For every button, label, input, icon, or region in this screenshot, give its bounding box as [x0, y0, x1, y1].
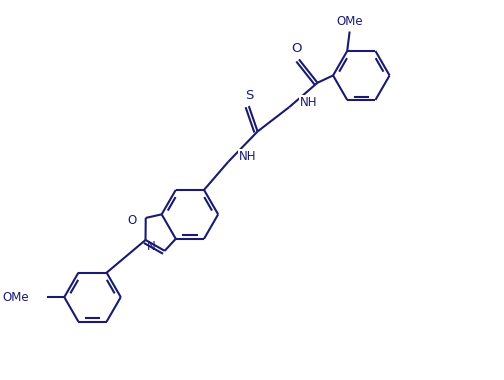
Text: S: S	[244, 89, 253, 102]
Text: N: N	[147, 241, 156, 253]
Text: O: O	[128, 214, 137, 227]
Text: OMe: OMe	[336, 15, 363, 28]
Text: NH: NH	[300, 96, 318, 109]
Text: NH: NH	[239, 150, 257, 163]
Text: OMe: OMe	[2, 291, 29, 304]
Text: O: O	[291, 42, 302, 55]
